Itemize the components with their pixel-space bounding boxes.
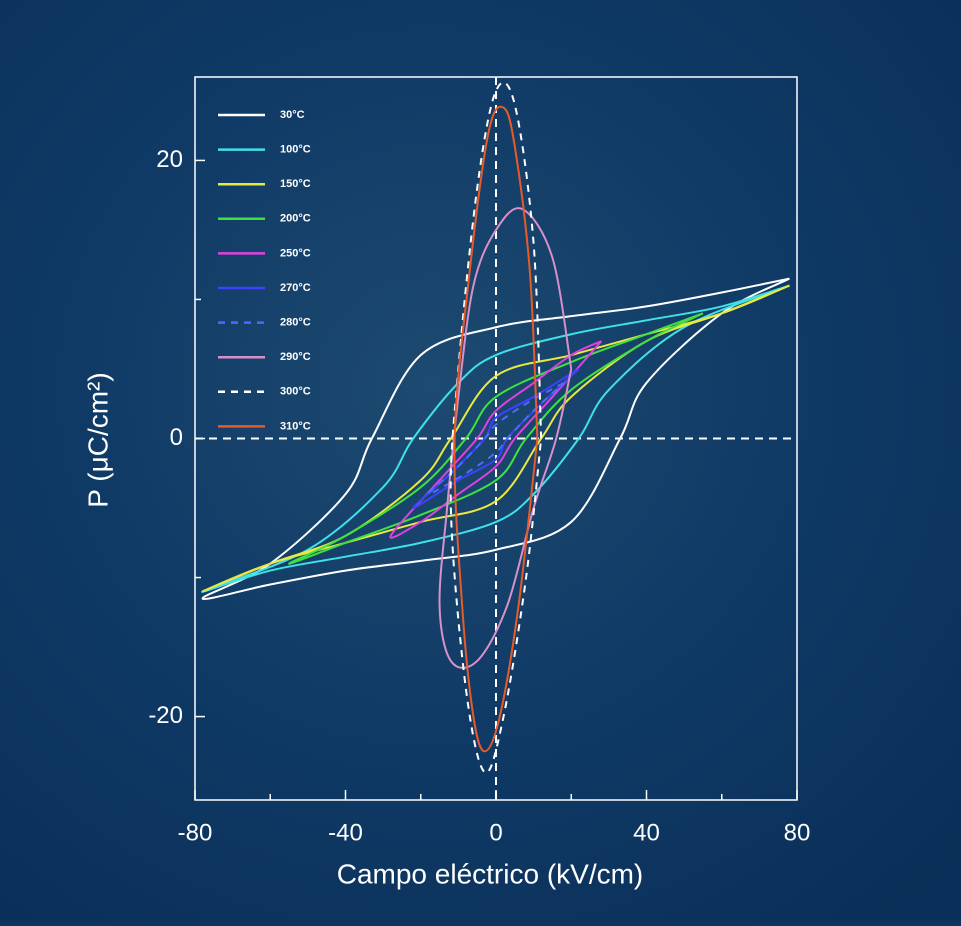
x-axis-title: Campo eléctrico (kV/cm) (337, 858, 644, 889)
legend-label: 270°C (280, 282, 311, 294)
legend-label: 150°C (280, 178, 311, 190)
loop-line (449, 81, 543, 774)
loop-line (453, 105, 539, 753)
loop-line (201, 277, 790, 600)
legend-label: 300°C (280, 386, 311, 398)
x-tick-label: 40 (633, 819, 660, 846)
x-tick-label: 80 (784, 819, 811, 846)
loop-line (389, 340, 603, 539)
loop-line (427, 382, 565, 496)
loop-line (288, 312, 704, 565)
y-tick-label: 20 (156, 146, 183, 173)
legend-label: 200°C (280, 213, 311, 225)
x-tick-label: -40 (328, 819, 363, 846)
legend-label: 30°C (280, 109, 305, 121)
x-tick-label: 0 (489, 819, 502, 846)
x-tick-label: -80 (178, 819, 213, 846)
loop-line (438, 207, 573, 669)
legend-label: 290°C (280, 351, 311, 363)
legend-label: 250°C (280, 247, 311, 259)
legend-label: 310°C (280, 420, 311, 432)
y-axis-title: P (μC/cm²) (82, 372, 113, 507)
y-tick-label: 0 (170, 424, 183, 451)
y-tick-label: -20 (148, 702, 183, 729)
legend-label: 280°C (280, 317, 311, 329)
legend-label: 100°C (280, 144, 311, 156)
